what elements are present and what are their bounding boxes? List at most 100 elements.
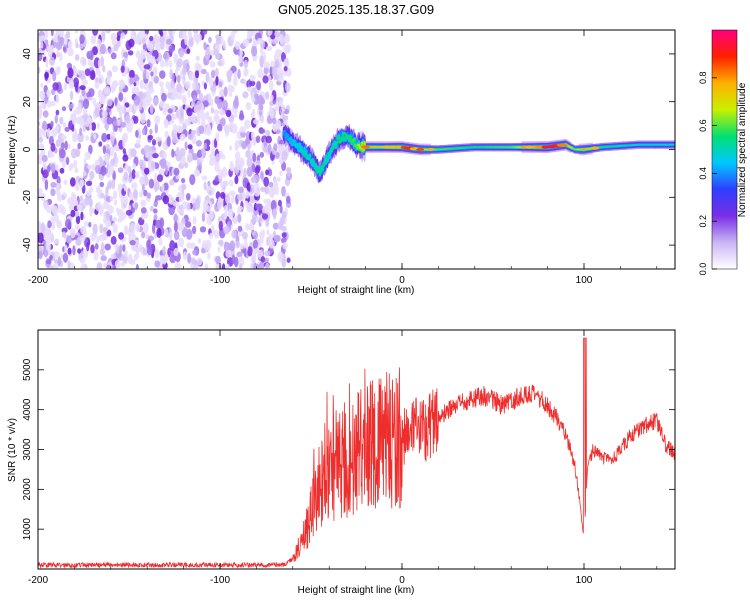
- noise-speck: [70, 209, 76, 218]
- noise-speck: [106, 229, 112, 237]
- noise-speck: [217, 246, 221, 253]
- spectrogram-x-ticks: -200 -100 0 100: [28, 30, 658, 286]
- noise-speck: [228, 91, 233, 97]
- noise-speck: [243, 247, 247, 257]
- noise-speck: [156, 174, 164, 183]
- noise-speck: [159, 59, 165, 68]
- noise-speck: [153, 66, 158, 73]
- noise-speck: [128, 191, 133, 201]
- noise-speck: [124, 102, 130, 108]
- noise-speck: [210, 85, 217, 92]
- ridge-mark: [312, 159, 315, 163]
- noise-speck: [264, 250, 271, 257]
- noise-speck: [233, 215, 238, 225]
- noise-speck: [255, 160, 261, 166]
- noise-speck: [92, 46, 98, 56]
- noise-speck: [129, 259, 136, 266]
- noise-speck: [195, 69, 199, 79]
- noise-speck: [159, 159, 165, 167]
- noise-speck: [277, 251, 284, 262]
- noise-speck: [158, 237, 163, 246]
- ridge-mark: [338, 140, 341, 144]
- noise-speck: [264, 257, 269, 263]
- noise-speck: [159, 100, 166, 108]
- noise-speck: [166, 136, 171, 148]
- noise-speck: [130, 148, 137, 158]
- noise-speck: [175, 68, 178, 77]
- noise-speck: [111, 178, 116, 190]
- noise-speck: [213, 109, 220, 115]
- noise-speck: [44, 39, 49, 45]
- noise-speck: [237, 225, 243, 232]
- noise-speck: [257, 68, 264, 79]
- ridge-mark: [314, 162, 317, 166]
- noise-speck: [120, 65, 125, 73]
- noise-speck: [131, 169, 136, 180]
- x-tick-label: -100: [210, 575, 230, 586]
- colorbar: 0.0 0.2 0.4 0.6 0.8 Normalized spectral ampl…: [698, 29, 748, 275]
- noise-speck: [50, 188, 56, 197]
- snr-y-label: SNR (10 * v/v): [7, 418, 18, 482]
- noise-speck: [284, 109, 289, 115]
- noise-speck: [277, 221, 283, 231]
- noise-speck: [245, 190, 250, 199]
- noise-speck: [65, 156, 70, 166]
- noise-speck: [39, 35, 46, 42]
- noise-speck: [236, 159, 241, 167]
- noise-speck: [90, 244, 95, 254]
- noise-speck: [133, 95, 141, 106]
- noise-speck: [38, 105, 42, 112]
- snr-y-ticks: 1000 2000 3000 4000 5000: [22, 358, 675, 540]
- ridge-mark: [288, 141, 292, 145]
- noise-speck: [209, 232, 213, 239]
- ridge-peak: [556, 143, 568, 147]
- noise-speck: [187, 144, 193, 150]
- noise-speck: [135, 130, 139, 138]
- noise-speck: [215, 176, 219, 182]
- ridge-mark: [292, 139, 295, 142]
- noise-speck: [164, 130, 169, 139]
- noise-speck: [74, 167, 79, 173]
- noise-speck: [67, 47, 74, 57]
- noise-speck: [244, 200, 249, 207]
- noise-speck: [106, 116, 113, 125]
- figure-title: GN05.2025.135.18.37.G09: [278, 2, 434, 17]
- noise-speck: [123, 186, 128, 192]
- noise-speck: [86, 241, 90, 252]
- noise-speck: [112, 216, 118, 222]
- noise-speck: [153, 96, 159, 106]
- noise-speck: [207, 116, 212, 123]
- noise-speck: [95, 164, 101, 174]
- noise-speck: [256, 37, 263, 45]
- noise-speck: [140, 117, 146, 124]
- ridge-mark: [303, 146, 306, 152]
- noise-speck: [269, 109, 275, 119]
- ridge-mark: [342, 137, 345, 141]
- spectrogram-noise: [38, 30, 293, 269]
- ridge-mark: [313, 166, 316, 170]
- noise-speck: [215, 44, 221, 50]
- noise-speck: [96, 236, 100, 244]
- noise-speck: [192, 259, 198, 265]
- noise-speck: [237, 68, 241, 80]
- noise-speck: [142, 249, 148, 255]
- snr-series: [38, 337, 675, 569]
- noise-speck: [237, 186, 244, 194]
- noise-speck: [186, 228, 193, 240]
- noise-speck: [271, 65, 278, 77]
- noise-speck: [135, 34, 141, 45]
- noise-speck: [118, 104, 124, 115]
- noise-speck: [55, 189, 60, 196]
- noise-speck: [110, 52, 117, 60]
- noise-speck: [187, 89, 191, 98]
- noise-speck: [162, 245, 166, 255]
- noise-speck: [203, 142, 208, 150]
- noise-speck: [50, 100, 56, 107]
- noise-speck: [166, 38, 172, 45]
- noise-speck: [63, 82, 68, 91]
- noise-speck: [202, 100, 209, 107]
- noise-speck: [147, 42, 154, 52]
- noise-speck: [69, 227, 76, 239]
- ridge-mark: [330, 149, 334, 153]
- noise-speck: [173, 230, 180, 241]
